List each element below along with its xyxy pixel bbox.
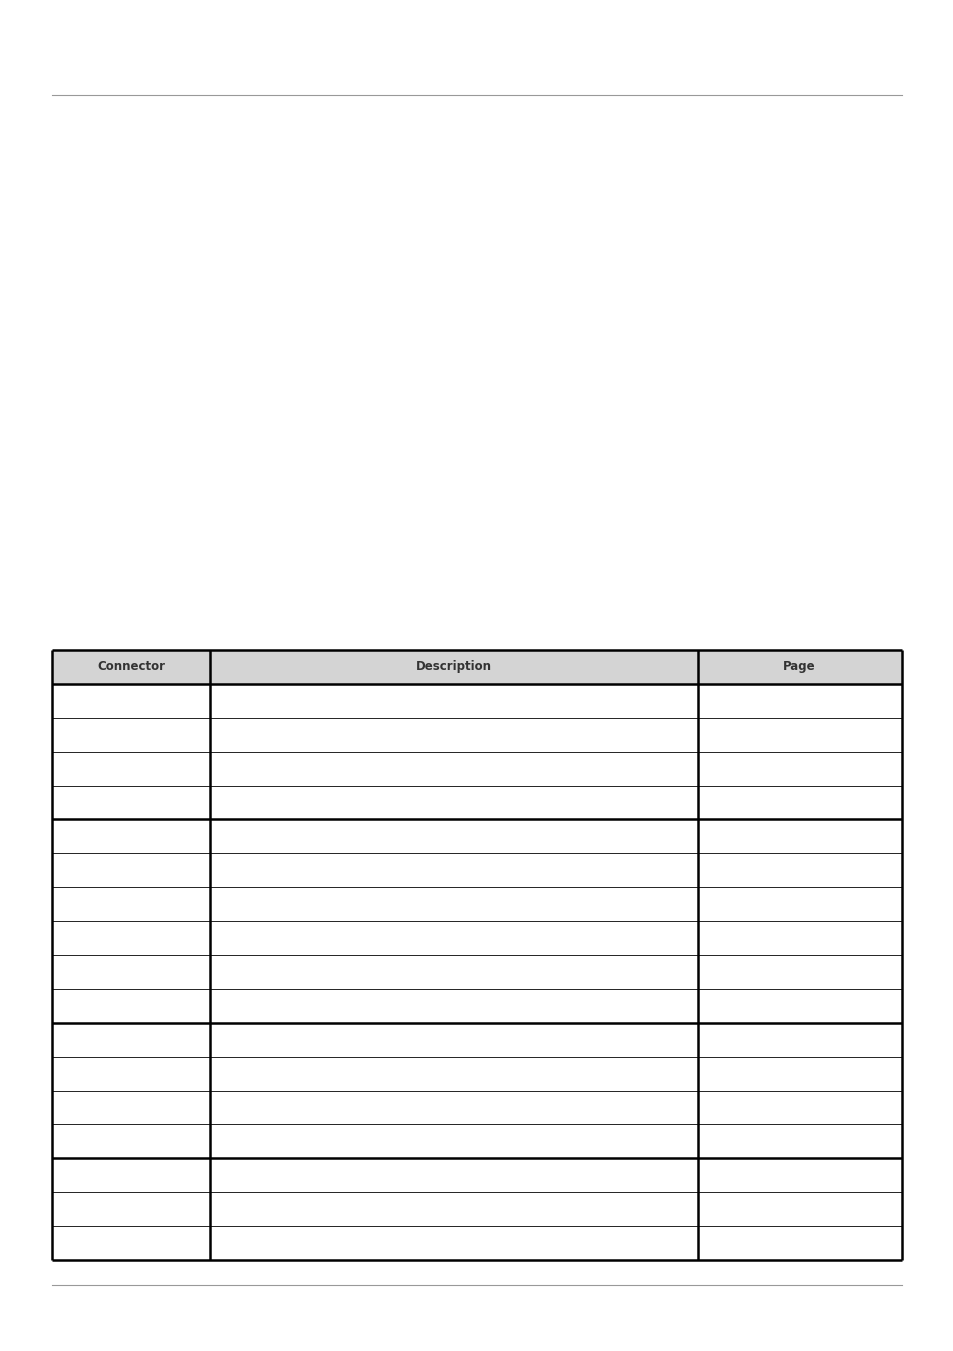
Text: Connector: Connector xyxy=(97,661,165,673)
Bar xyxy=(52,155,901,640)
Text: Description: Description xyxy=(416,661,491,673)
Bar xyxy=(52,650,901,684)
Text: Page: Page xyxy=(782,661,815,673)
